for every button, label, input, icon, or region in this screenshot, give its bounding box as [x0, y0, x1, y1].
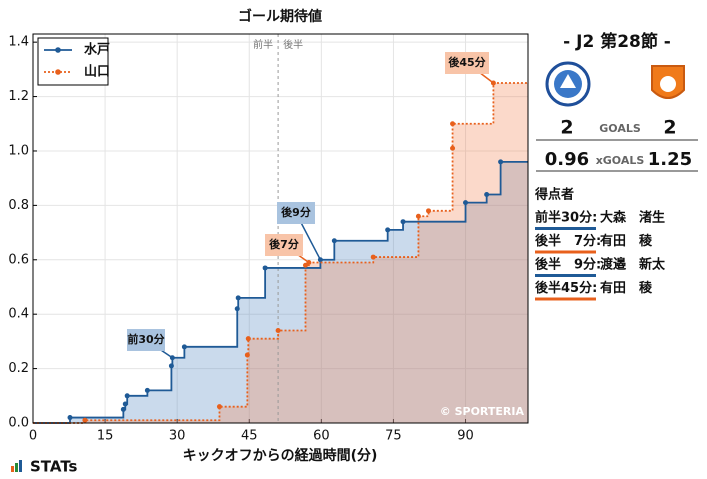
legend-label: 山口: [84, 64, 110, 80]
goals-label: GOALS: [599, 122, 641, 135]
y-tick-label: 0.2: [8, 361, 29, 376]
point: [331, 238, 337, 244]
scorer-underline: [535, 227, 596, 230]
scorer-time: 前半30分:: [535, 210, 597, 226]
x-tick-label: 45: [241, 429, 258, 444]
annotation-box: [277, 202, 315, 224]
y-tick-label: 0.0: [8, 416, 29, 431]
point: [385, 227, 391, 233]
point: [120, 406, 126, 412]
point: [302, 262, 308, 268]
annotation-label: 後45分: [448, 55, 485, 69]
point: [144, 387, 150, 393]
scorer-underline: [535, 250, 596, 254]
point: [426, 208, 432, 214]
scorer-name: 渡邉 新太: [600, 257, 666, 273]
match-title: - J2 第28節 -: [563, 31, 671, 52]
point: [450, 121, 456, 127]
scorer-underline: [535, 297, 596, 301]
point: [245, 336, 251, 342]
scorer-name: 大森 渚生: [600, 210, 665, 226]
brand-name: STATs: [30, 458, 78, 476]
legend-label: 水戸: [84, 42, 110, 58]
x-tick-label: 30: [169, 429, 186, 444]
point: [498, 159, 504, 165]
point: [122, 401, 128, 407]
x-tick-label: 15: [97, 429, 114, 444]
x-axis-label: キックオフからの経過時間(分): [183, 447, 378, 464]
point: [181, 344, 187, 350]
y-tick-label: 1.0: [8, 143, 29, 158]
point: [124, 393, 130, 399]
away-xg: 1.25: [648, 149, 692, 170]
legend-marker: [55, 69, 61, 75]
point: [400, 219, 406, 225]
home-logo: [545, 61, 591, 107]
xgoals-label: xGOALS: [596, 154, 645, 167]
legend-marker: [55, 47, 61, 53]
point: [275, 328, 281, 334]
plot-frame: [32, 33, 529, 424]
point: [262, 265, 268, 271]
half-label: 前半: [253, 38, 273, 51]
scorers-title: 得点者: [534, 187, 574, 203]
x-tick-label: 90: [457, 429, 474, 444]
scorer-time: 後半 9分:: [535, 257, 601, 273]
annotation-label: 後7分: [269, 237, 299, 251]
annotation-label: 前30分: [127, 332, 164, 346]
credit: © SPORTERIA: [440, 405, 525, 418]
y-tick-label: 0.6: [8, 252, 29, 267]
point: [216, 404, 222, 410]
scorer-time: 後半45分:: [535, 280, 597, 296]
point: [244, 352, 250, 358]
away-logo: [651, 65, 685, 99]
scorer-name: 有田 稜: [600, 280, 653, 296]
legend-box: [37, 37, 109, 86]
y-tick-label: 1.2: [8, 89, 29, 104]
point: [67, 415, 73, 421]
x-tick-label: 0: [29, 429, 37, 444]
point: [370, 254, 376, 260]
y-tick-label: 1.4: [8, 35, 29, 50]
point: [235, 295, 241, 301]
annotation-box: [445, 52, 489, 74]
home-xg: 0.96: [545, 149, 589, 170]
area: [33, 161, 528, 423]
away-goals: 2: [663, 117, 676, 139]
x-tick-label: 75: [385, 429, 402, 444]
x-tick-label: 60: [313, 429, 330, 444]
y-tick-label: 0.4: [8, 307, 29, 322]
annotation-label: 後9分: [281, 205, 311, 219]
point: [463, 200, 469, 206]
scorer-name: 有田 稜: [600, 233, 653, 249]
brand: STATs: [11, 458, 78, 476]
area: [33, 82, 528, 424]
point: [234, 306, 240, 312]
half-label: 後半: [283, 38, 303, 51]
scorer-time: 後半 7分:: [535, 233, 601, 249]
point: [450, 145, 456, 151]
step-line: [33, 82, 528, 424]
home-goals: 2: [560, 117, 573, 139]
annotation-box: [127, 329, 165, 351]
chart-title: ゴール期待値: [238, 8, 322, 25]
point: [415, 213, 421, 219]
y-tick-label: 0.8: [8, 198, 29, 213]
scorer-underline: [535, 274, 596, 277]
point: [484, 191, 490, 197]
annotation-box: [265, 234, 303, 256]
point: [168, 363, 174, 369]
point: [82, 417, 88, 423]
